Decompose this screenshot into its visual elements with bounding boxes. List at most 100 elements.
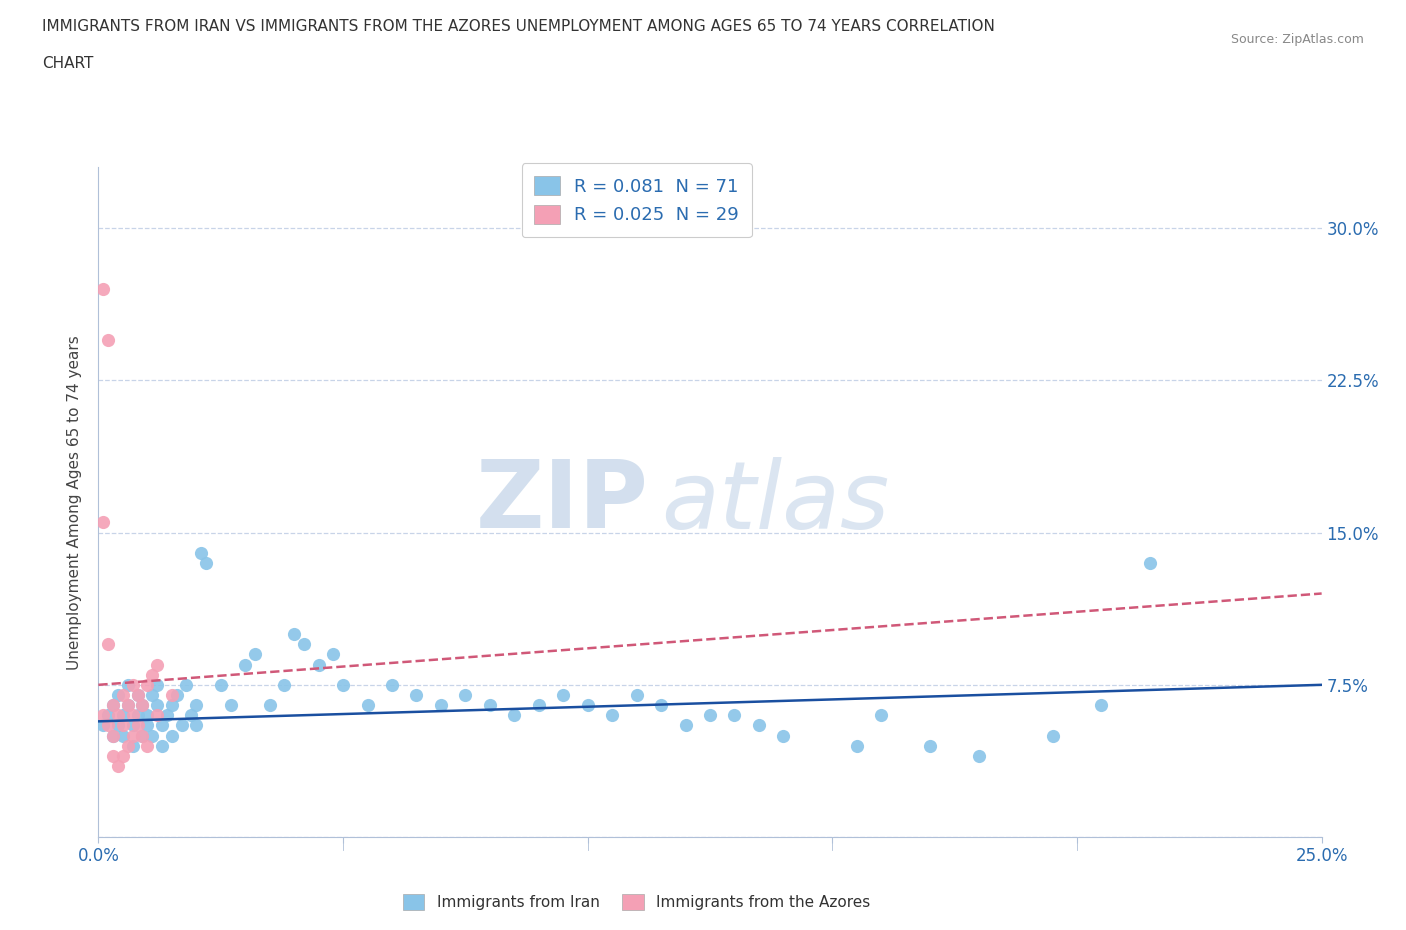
Point (146, 708, 169, 723)
Point (101, 698, 124, 712)
Point (600, 708, 623, 723)
Point (101, 749, 124, 764)
Point (160, 728, 183, 743)
Text: IMMIGRANTS FROM IRAN VS IMMIGRANTS FROM THE AZORES UNEMPLOYMENT AMONG AGES 65 TO: IMMIGRANTS FROM IRAN VS IMMIGRANTS FROM … (42, 19, 995, 33)
Text: ZIP: ZIP (477, 457, 650, 548)
Text: atlas: atlas (661, 457, 890, 548)
Point (91, 282, 114, 297)
Point (101, 728, 124, 743)
Point (381, 677, 404, 692)
Point (190, 546, 212, 561)
Point (101, 728, 124, 743)
Point (967, 749, 990, 764)
Point (356, 698, 378, 712)
Point (170, 718, 193, 733)
Point (146, 658, 169, 672)
Point (292, 637, 315, 652)
Point (121, 708, 143, 723)
Text: CHART: CHART (42, 56, 94, 71)
Point (97, 718, 120, 733)
Point (117, 738, 139, 753)
Point (127, 708, 149, 723)
Point (111, 749, 134, 764)
Point (107, 718, 129, 733)
Point (91, 718, 114, 733)
Point (136, 677, 159, 692)
Point (454, 687, 477, 702)
Point (259, 698, 281, 712)
Point (150, 738, 173, 753)
Legend: Immigrants from Iran, Immigrants from the Azores: Immigrants from Iran, Immigrants from th… (396, 887, 876, 916)
Point (141, 728, 163, 743)
Point (97, 332, 120, 347)
Point (136, 718, 159, 733)
Point (150, 718, 173, 733)
Point (748, 718, 770, 733)
Point (186, 718, 208, 733)
Point (430, 698, 453, 712)
Point (117, 698, 139, 712)
Point (180, 708, 202, 723)
Point (478, 698, 501, 712)
Point (527, 698, 550, 712)
Point (650, 698, 672, 712)
Point (121, 728, 143, 743)
Point (107, 687, 129, 702)
Point (576, 698, 599, 712)
Point (111, 728, 134, 743)
Point (117, 677, 139, 692)
Point (107, 708, 129, 723)
Point (308, 658, 330, 672)
Point (131, 728, 153, 743)
Point (322, 647, 344, 662)
Point (675, 718, 697, 733)
Point (503, 708, 526, 723)
Point (117, 698, 139, 712)
Point (209, 677, 232, 692)
Point (870, 708, 893, 723)
Point (920, 738, 942, 753)
Point (121, 677, 143, 692)
Point (626, 687, 648, 702)
Point (141, 687, 163, 702)
Point (121, 718, 143, 733)
Y-axis label: Unemployment Among Ages 65 to 74 years: Unemployment Among Ages 65 to 74 years (67, 335, 83, 670)
Point (91, 708, 114, 723)
Point (111, 718, 134, 733)
Point (141, 667, 163, 682)
Point (146, 677, 169, 692)
Point (127, 687, 149, 702)
Point (111, 687, 134, 702)
Point (273, 677, 295, 692)
Point (186, 698, 208, 712)
Point (131, 728, 153, 743)
Point (772, 728, 794, 743)
Point (107, 759, 129, 774)
Point (195, 555, 218, 570)
Point (136, 738, 159, 753)
Point (243, 647, 266, 662)
Point (723, 708, 745, 723)
Point (156, 708, 179, 723)
Point (97, 708, 120, 723)
Point (131, 698, 153, 712)
Point (97, 637, 120, 652)
Point (553, 687, 575, 702)
Point (101, 698, 124, 712)
Point (405, 687, 427, 702)
Point (131, 698, 153, 712)
Point (176, 677, 198, 692)
Point (160, 687, 183, 702)
Point (146, 698, 169, 712)
Point (160, 698, 183, 712)
Point (166, 687, 188, 702)
Point (136, 708, 159, 723)
Text: Source: ZipAtlas.com: Source: ZipAtlas.com (1230, 33, 1364, 46)
Point (699, 708, 721, 723)
Point (332, 677, 354, 692)
Point (1090, 698, 1112, 712)
Point (111, 708, 134, 723)
Point (219, 698, 242, 712)
Point (1042, 728, 1064, 743)
Point (127, 687, 149, 702)
